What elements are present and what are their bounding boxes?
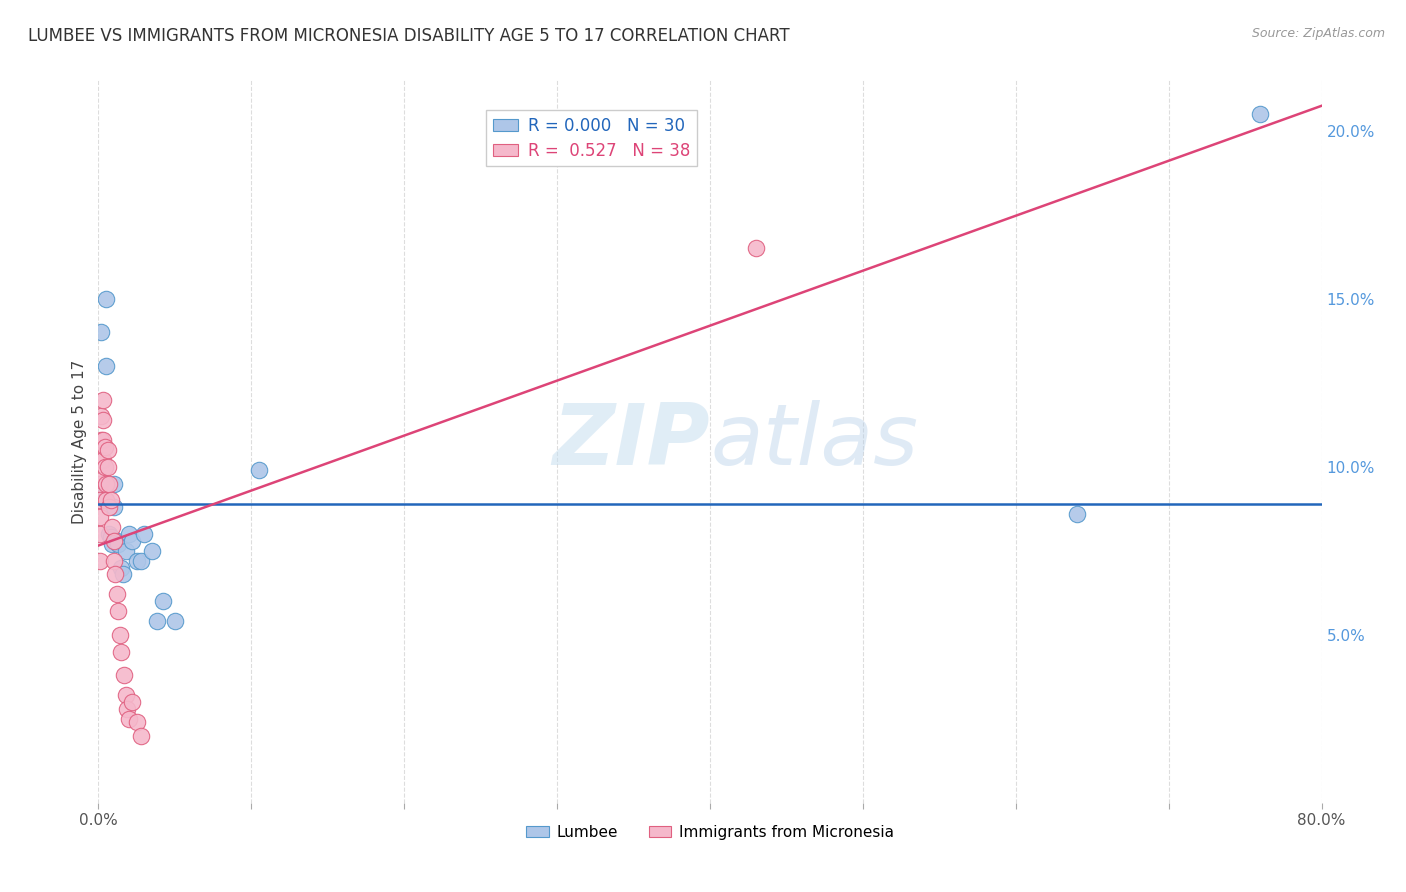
Point [152, 594, 174, 608]
Point [104, 533, 127, 548]
Point [91, 433, 114, 447]
Point [118, 712, 141, 726]
Point [94, 359, 117, 373]
Point [91, 392, 114, 407]
Point [94, 493, 117, 508]
Point [118, 527, 141, 541]
Point [98, 500, 121, 514]
Point [103, 500, 125, 514]
Point [97, 459, 120, 474]
Point [89, 554, 111, 568]
Point [93, 493, 115, 508]
Point [100, 530, 122, 544]
Point [129, 554, 152, 568]
Text: atlas: atlas [710, 400, 918, 483]
Point [129, 729, 152, 743]
Y-axis label: Disability Age 5 to 17: Disability Age 5 to 17 [72, 359, 87, 524]
Point [103, 533, 125, 548]
Point [90, 409, 112, 424]
Point [110, 644, 132, 658]
Point [91, 476, 114, 491]
Point [89, 510, 111, 524]
Point [101, 537, 124, 551]
Text: Source: ZipAtlas.com: Source: ZipAtlas.com [1251, 27, 1385, 40]
Point [134, 527, 156, 541]
Point [101, 520, 124, 534]
Point [163, 615, 186, 629]
Point [89, 476, 111, 491]
Point [89, 480, 111, 494]
Point [105, 587, 128, 601]
Point [1249, 107, 1271, 121]
Point [89, 527, 111, 541]
Point [1066, 507, 1088, 521]
Point [117, 702, 139, 716]
Point [115, 543, 138, 558]
Point [93, 440, 115, 454]
Point [104, 567, 127, 582]
Point [90, 473, 112, 487]
Point [247, 463, 270, 477]
Point [107, 604, 129, 618]
Point [115, 688, 138, 702]
Point [111, 567, 134, 582]
Point [125, 554, 148, 568]
Point [91, 453, 114, 467]
Text: ZIP: ZIP [553, 400, 710, 483]
Point [105, 533, 128, 548]
Point [112, 668, 135, 682]
Point [98, 476, 121, 491]
Point [91, 490, 114, 504]
Point [121, 533, 143, 548]
Point [145, 615, 167, 629]
Point [90, 433, 112, 447]
Point [93, 459, 115, 474]
Point [107, 537, 129, 551]
Point [141, 543, 163, 558]
Text: LUMBEE VS IMMIGRANTS FROM MICRONESIA DISABILITY AGE 5 TO 17 CORRELATION CHART: LUMBEE VS IMMIGRANTS FROM MICRONESIA DIS… [28, 27, 790, 45]
Point [108, 628, 131, 642]
Point [103, 554, 125, 568]
Point [100, 493, 122, 508]
Point [98, 527, 121, 541]
Point [90, 453, 112, 467]
Point [94, 476, 117, 491]
Point [91, 413, 114, 427]
Point [97, 442, 120, 457]
Point [110, 560, 132, 574]
Point [94, 292, 117, 306]
Point [89, 493, 111, 508]
Legend: Lumbee, Immigrants from Micronesia: Lumbee, Immigrants from Micronesia [520, 819, 900, 846]
Point [90, 326, 112, 340]
Point [103, 476, 125, 491]
Point [745, 241, 768, 255]
Point [121, 695, 143, 709]
Point [125, 715, 148, 730]
